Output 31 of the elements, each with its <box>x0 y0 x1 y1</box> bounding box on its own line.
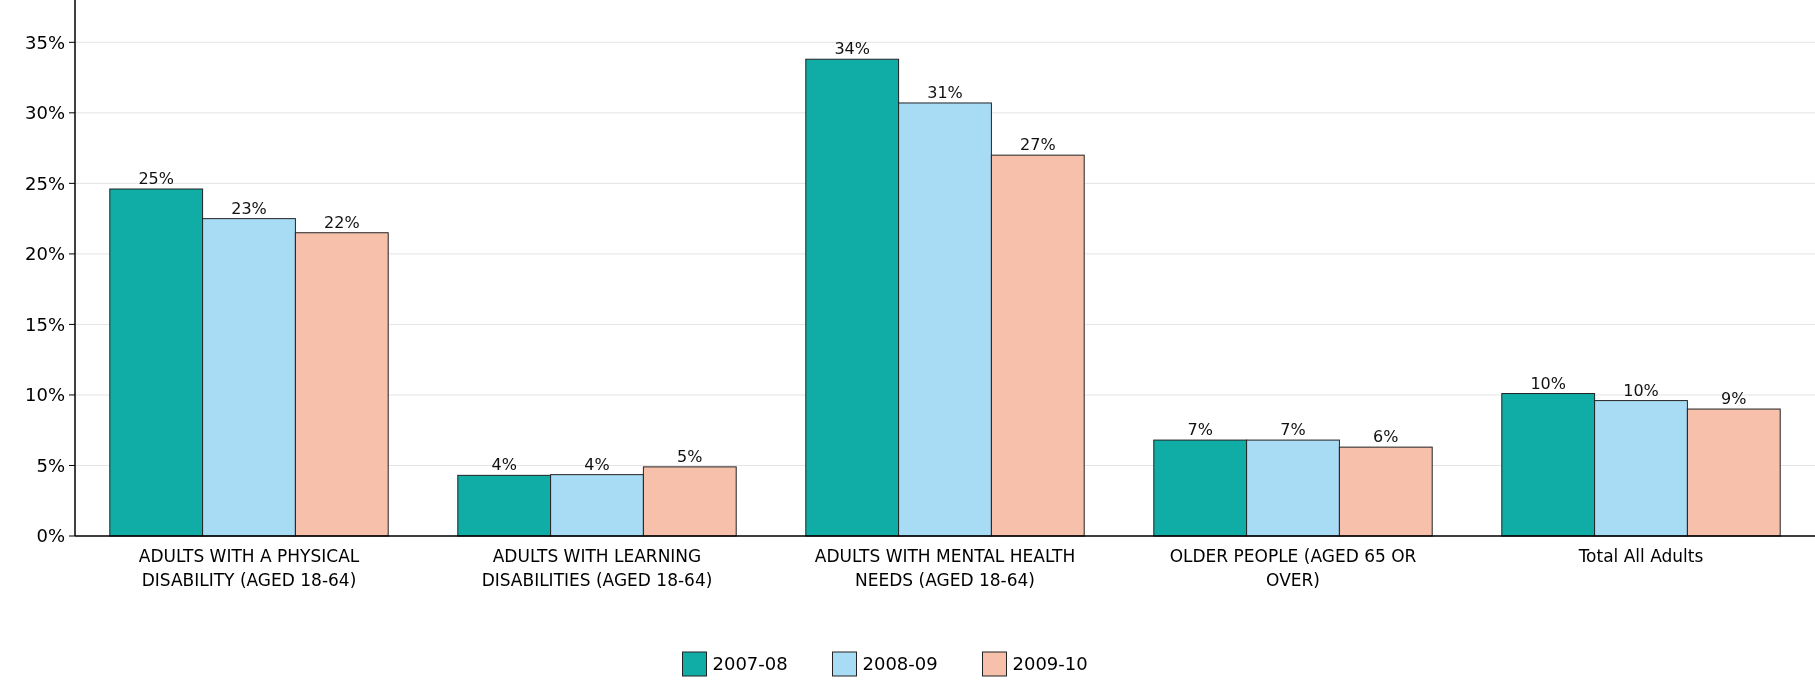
x-tick-label: ADULTS WITH A PHYSICAL DISABILITY (AGED 18-64) <box>138 546 360 590</box>
x-tick-label: Total All Adults <box>1577 546 1704 566</box>
y-tick-label: 5% <box>36 454 65 476</box>
y-tick-label: 35% <box>24 31 65 53</box>
data-label: 25% <box>138 169 174 189</box>
data-label: 5% <box>677 446 703 466</box>
legend-label: 2008-09 <box>862 653 938 675</box>
data-label: 27% <box>1020 135 1056 155</box>
y-tick-label: 15% <box>24 313 65 335</box>
data-label: 4% <box>584 454 610 474</box>
data-label: 7% <box>1187 420 1213 440</box>
data-label: 10% <box>1623 380 1659 400</box>
x-tick-label: ADULTS WITH LEARNING DISABILITIES (AGED 18-64) <box>481 546 713 590</box>
y-tick-label: 0% <box>36 525 65 547</box>
legend-label: 2007-08 <box>712 653 788 675</box>
data-label: 6% <box>1373 427 1399 447</box>
x-tick-label: ADULTS WITH MENTAL HEALTH NEEDS (AGED 18-64) <box>814 546 1076 590</box>
data-label: 10% <box>1530 373 1566 393</box>
y-tick-label: 20% <box>24 243 65 265</box>
data-label: 34% <box>834 39 870 59</box>
legend-label: 2009-10 <box>1012 653 1088 675</box>
data-label: 7% <box>1280 420 1306 440</box>
data-label: 22% <box>324 212 360 232</box>
data-label: 23% <box>231 198 267 218</box>
data-label: 9% <box>1721 389 1747 409</box>
data-label: 31% <box>927 82 963 102</box>
y-tick-label: 30% <box>24 102 65 124</box>
y-tick-label: 25% <box>24 172 65 194</box>
y-tick-label: 10% <box>24 384 65 406</box>
data-label: 4% <box>491 455 517 475</box>
x-tick-label: OLDER PEOPLE (AGED 65 OR OVER) <box>1169 546 1417 590</box>
